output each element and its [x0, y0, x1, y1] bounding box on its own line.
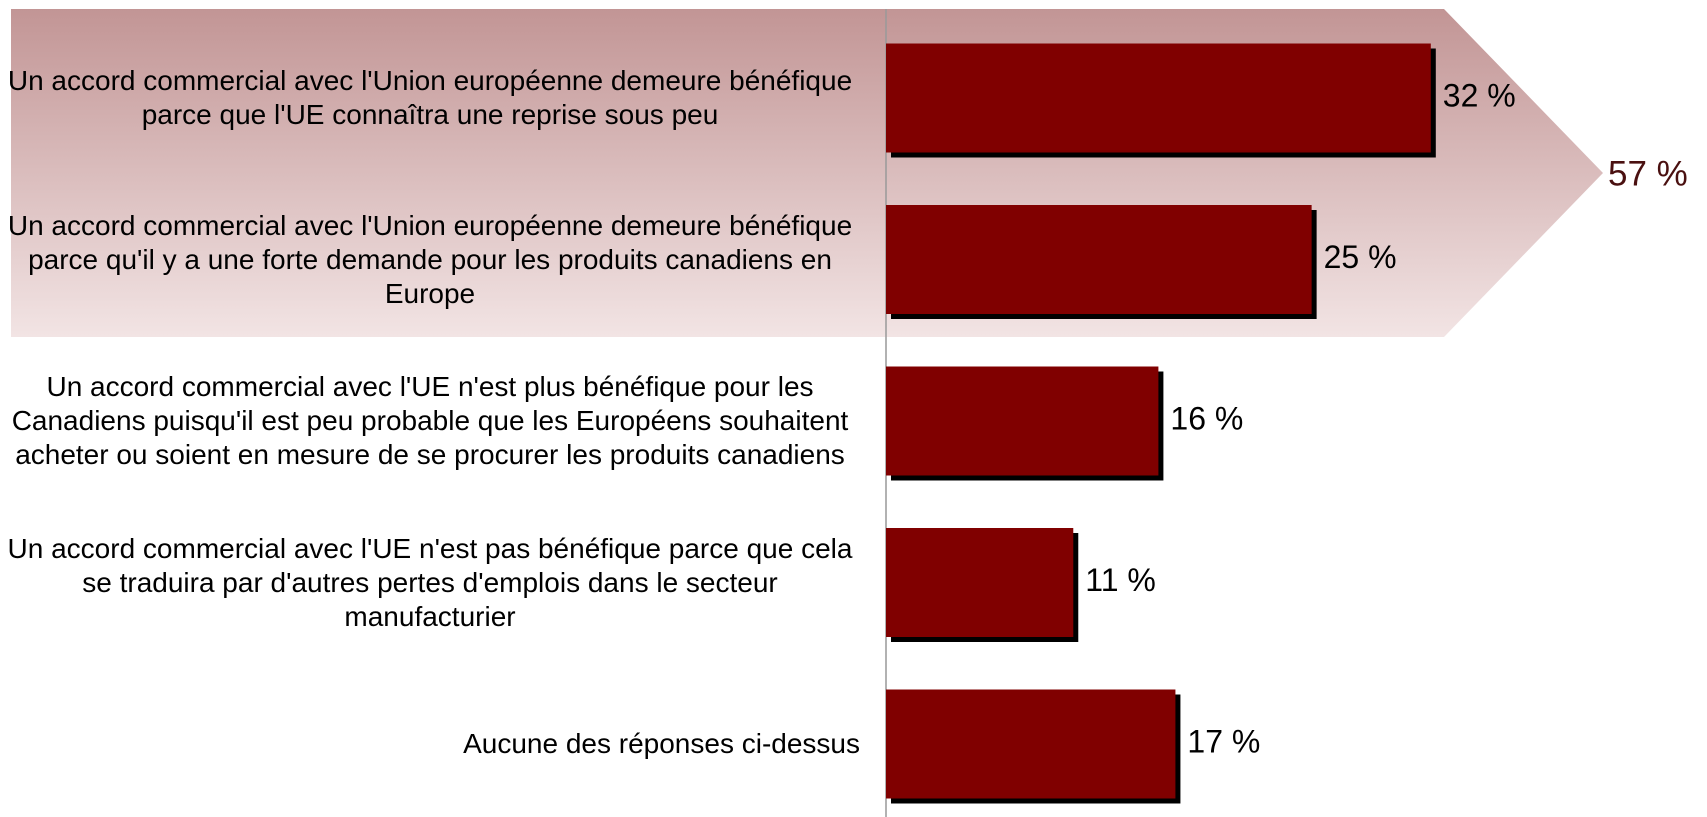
value-label: 17 % [1187, 723, 1260, 759]
value-label: 25 % [1324, 239, 1397, 275]
category-label: Un accord commercial avec l'UE n'est plu… [11, 371, 849, 470]
category-label-box: Un accord commercial avec l'UE n'est pas… [0, 502, 860, 664]
category-label: Un accord commercial avec l'Union europé… [7, 209, 853, 309]
category-label: Un accord commercial avec l'UE n'est pas… [7, 532, 853, 632]
category-label-box: Aucune des réponses ci-dessus [0, 663, 860, 817]
annotation: 57 % [1608, 154, 1688, 193]
category-label-box: Un accord commercial avec l'UE n'est plu… [0, 340, 860, 502]
bar [886, 366, 1159, 476]
value-label: 11 % [1085, 562, 1156, 598]
category-label-box: Un accord commercial avec l'Union europé… [0, 179, 860, 341]
bar [886, 205, 1312, 314]
bar [886, 689, 1176, 799]
bar [886, 43, 1431, 153]
bar [886, 528, 1074, 637]
category-label-box: Un accord commercial avec l'Union europé… [0, 17, 860, 179]
value-label: 16 % [1170, 400, 1243, 436]
category-label: Aucune des réponses ci-dessus [463, 728, 860, 759]
category-label: Un accord commercial avec l'Union europé… [7, 65, 853, 130]
value-label: 32 % [1443, 77, 1516, 113]
